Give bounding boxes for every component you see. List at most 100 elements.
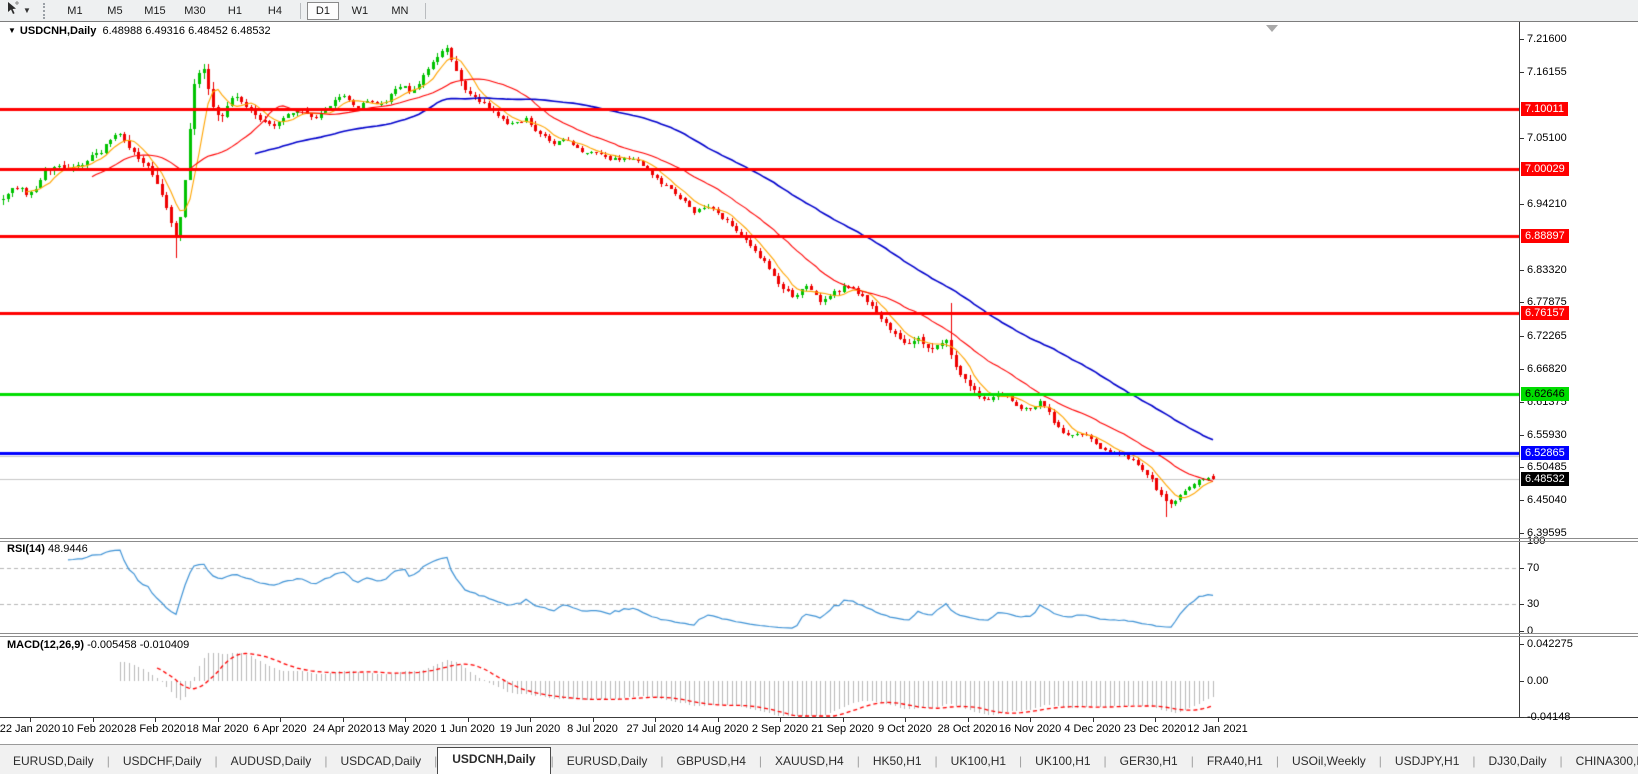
chart-tab-usdjpy-h1[interactable]: USDJPY,H1 (1394, 754, 1460, 768)
price-axis-tick-label: 6.66820 (1527, 362, 1567, 375)
price-axis-tick-label: 6.94210 (1527, 198, 1567, 211)
tab-separator: | (106, 754, 110, 768)
price-axis-tick-label: 0 (1527, 625, 1534, 637)
chart-title: ▼ USDCNH,Daily 6.48988 6.49316 6.48452 6.… (8, 25, 271, 37)
timeframe-button-m5[interactable]: M5 (107, 4, 123, 17)
date-axis[interactable]: 22 Jan 2020 10 Feb 2020 28 Feb 2020 18 Mar … (0, 718, 1638, 744)
date-axis-label: 2 Sep 2020 (751, 723, 809, 735)
chart-tab-usdcad-daily[interactable]: USDCAD,Daily (340, 754, 422, 768)
timeframe-button-m1[interactable]: M1 (67, 4, 83, 17)
price-axis-tick (1520, 532, 1524, 534)
date-axis-label: 24 Apr 2020 (312, 723, 373, 735)
tab-separator: | (324, 754, 328, 768)
macd-current-values: -0.005458 -0.010409 (87, 639, 190, 651)
price-tag-6.48532: 6.48532 (1521, 472, 1569, 487)
date-axis-tick (905, 718, 906, 722)
date-axis-tick (155, 718, 156, 722)
price-axis-tick-label: 6.83320 (1527, 263, 1567, 276)
price-axis-tick-label: 7.16155 (1527, 65, 1567, 78)
chart-tab-usdcnh-daily[interactable]: USDCNH,Daily (437, 747, 551, 774)
chart-tab-audusd-daily[interactable]: AUDUSD,Daily (230, 754, 312, 768)
chart-tab-ger30-h1[interactable]: GER30,H1 (1119, 754, 1178, 768)
price-axis-tick (1520, 71, 1524, 73)
price-tag-6.62646: 6.62646 (1521, 387, 1569, 402)
price-chart-canvas[interactable] (0, 22, 1519, 717)
date-axis-label: 10 Feb 2020 (61, 723, 124, 735)
timeframe-button-m15[interactable]: M15 (144, 4, 166, 17)
toolbar-separator (299, 2, 301, 19)
chart-tab-uk100-h1[interactable]: UK100,H1 (1035, 754, 1091, 768)
date-axis-label: 21 Sep 2020 (811, 723, 874, 735)
chart-tab-hk50-h1[interactable]: HK50,H1 (872, 754, 922, 768)
price-axis-tick (1520, 368, 1524, 370)
date-axis-label: 18 Mar 2020 (186, 723, 249, 735)
price-axis-tick-label: 30 (1527, 598, 1540, 610)
chart-tab-eurusd-daily[interactable]: EURUSD,Daily (13, 754, 94, 768)
timeframe-button-d1[interactable]: D1 (306, 1, 339, 20)
chart-tab-xauusd-h4[interactable]: XAUUSD,H4 (775, 754, 844, 768)
date-axis-tick (1092, 718, 1094, 722)
price-axis-tick-label: 6.77875 (1527, 296, 1567, 309)
rsi-panel-separator[interactable] (0, 538, 1638, 539)
timeframe-button-h4[interactable]: H4 (267, 4, 282, 17)
chart-tab-dj30-daily[interactable]: DJ30,Daily (1488, 754, 1547, 768)
price-tag-6.88897: 6.88897 (1521, 229, 1569, 244)
date-axis-tick (405, 718, 406, 722)
chart-tab-usoil-weekly[interactable]: USOil,Weekly (1291, 754, 1366, 768)
timeframe-button-w1[interactable]: W1 (351, 4, 369, 17)
date-axis-tick (655, 718, 656, 722)
price-axis-tick (1520, 717, 1524, 719)
price-axis-tick (1520, 644, 1524, 646)
price-tag-6.76157: 6.76157 (1521, 305, 1569, 320)
macd-panel-separator[interactable] (0, 633, 1638, 634)
timeframe-button-m30[interactable]: M30 (184, 4, 206, 17)
cursor-tool-button[interactable]: ▼ (0, 1, 35, 20)
date-axis-label: 9 Oct 2020 (878, 723, 932, 735)
cursor-tool-caret-icon[interactable]: ▼ (23, 6, 31, 15)
timeframe-button-mn[interactable]: MN (391, 4, 409, 17)
timeframe-toolbar: ▼ M1 M5 M15 M30 H1 H4 D1 W1 MN (0, 0, 1638, 22)
price-axis-tick-label: 7.05100 (1527, 132, 1567, 145)
price-axis-tick-label: -0.04148 (1527, 711, 1571, 724)
chart-tab-china300-h1[interactable]: CHINA300,H1 (1575, 754, 1638, 768)
chart-tab-fra40-h1[interactable]: FRA40,H1 (1206, 754, 1263, 768)
date-axis-label: 14 Aug 2020 (686, 723, 749, 735)
tab-separator: | (1019, 754, 1023, 768)
chart-tab-eurusd-daily[interactable]: EURUSD,Daily (566, 754, 648, 768)
toolbar-grip[interactable] (42, 2, 49, 19)
date-axis-label: 19 Jun 2020 (499, 723, 561, 735)
price-axis-tick (1520, 467, 1524, 469)
chart-collapse-icon[interactable]: ▼ (8, 26, 16, 35)
date-axis-label: 27 Jul 2020 (626, 723, 684, 735)
chart-tab-uk100-h1[interactable]: UK100,H1 (950, 754, 1007, 768)
tab-separator: | (660, 754, 664, 768)
price-axis-tick-label: 0.042275 (1527, 638, 1573, 651)
date-axis-tick (467, 718, 469, 722)
timeframe-button-h1[interactable]: H1 (227, 4, 242, 17)
tab-separator: | (214, 754, 218, 768)
rsi-name: RSI(14) (7, 543, 45, 555)
rsi-panel-label: RSI(14) 48.9446 (7, 543, 88, 555)
chart-tabs: EURUSD,Daily | USDCHF,Daily | AUDUSD,Daily | U… (0, 747, 1638, 774)
tab-separator: | (1472, 754, 1476, 768)
price-tag-7.10011: 7.10011 (1521, 101, 1568, 116)
price-axis-tick (1520, 401, 1524, 403)
price-axis-tick (1520, 604, 1524, 605)
chart-shift-marker-icon[interactable] (1266, 25, 1278, 32)
date-axis-tick (280, 718, 281, 722)
date-axis-tick (530, 718, 531, 722)
chart-tab-usdchf-daily[interactable]: USDCHF,Daily (122, 754, 202, 768)
toolbar-separator (424, 2, 426, 19)
date-axis-label: 1 Jun 2020 (440, 723, 495, 735)
chart-tab-gbpusd-h4[interactable]: GBPUSD,H4 (676, 754, 746, 768)
date-axis-label: 16 Nov 2020 (998, 723, 1062, 735)
price-axis-tick-label: 6.39595 (1527, 526, 1567, 539)
price-axis-tick-label: 7.21600 (1527, 33, 1567, 46)
tab-separator: | (934, 754, 938, 768)
price-tag-7.00029: 7.00029 (1521, 161, 1569, 176)
tab-separator: | (1103, 754, 1107, 768)
date-axis-tick (1155, 718, 1156, 722)
tab-separator: | (434, 754, 438, 768)
price-axis[interactable]: 7.21600 7.16155 7.05100 6.94210 6.83320 6.778… (1519, 22, 1638, 723)
